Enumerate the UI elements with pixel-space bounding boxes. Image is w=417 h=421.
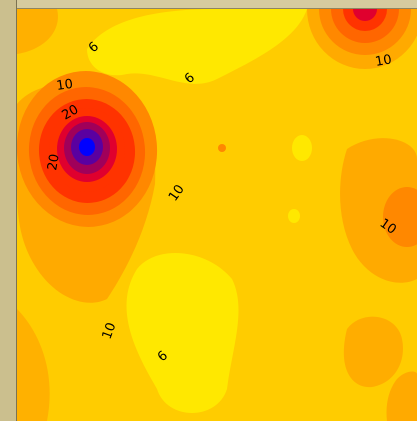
low-spot-2: [288, 209, 300, 223]
mid-region-center-right: [162, 114, 257, 203]
contour-plot-svg: 6 6 10 20 20 10 10 10 10 6: [17, 9, 417, 421]
contour-label-10-a: 10: [55, 77, 73, 94]
contour-label-20-b: 20: [45, 153, 63, 172]
mid-region-topleft: [17, 9, 58, 54]
frame-left-border: [0, 0, 17, 421]
contour-plot-area: 6 6 10 20 20 10 10 10 10 6: [17, 9, 417, 421]
right-edge-blob: [383, 187, 417, 247]
contour-labels: 6 6 10 20 20 10 10 10 10 6: [45, 39, 399, 365]
low-region-center: [126, 252, 239, 413]
low-spot-3: [154, 283, 162, 289]
frame-top-border: [0, 0, 417, 9]
mid-region-right-bottom: [343, 316, 403, 388]
contour-bands: [17, 9, 417, 421]
mid-region-bottom-right: [386, 371, 417, 421]
low-spot-1: [292, 135, 312, 161]
contour-label-10-c: 10: [374, 52, 393, 70]
mid-region-left-bottom: [17, 309, 50, 421]
mid-region-right-lower: [340, 138, 417, 283]
left-ring-8: [79, 138, 95, 156]
low-region-top: [87, 9, 307, 84]
contour-label-10-e: 10: [100, 321, 120, 342]
right-ring-5: [353, 9, 377, 21]
contour-label-20-a: 20: [60, 102, 82, 123]
mid-spot: [218, 144, 226, 152]
